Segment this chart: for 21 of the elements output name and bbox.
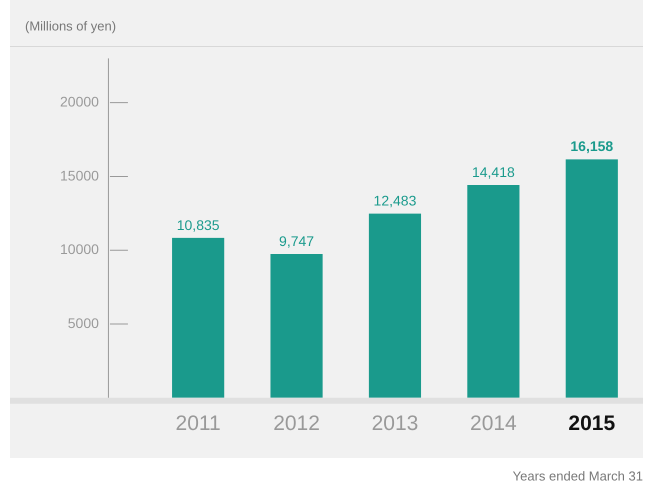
- bar: [566, 159, 618, 398]
- y-tick-label: 10000: [60, 241, 100, 258]
- bar: [467, 185, 520, 398]
- x-tick-label: 2012: [273, 412, 320, 436]
- y-axis-title: (Millions of yen): [25, 18, 116, 34]
- y-tick-label: 5000: [68, 314, 100, 331]
- data-label: 10,835: [176, 216, 220, 233]
- text: Years ended March 31: [512, 468, 643, 484]
- data-label: 12,483: [374, 192, 417, 208]
- x-tick-label: 2015: [568, 412, 616, 436]
- bar: [270, 254, 323, 398]
- y-tick-label: 15000: [60, 167, 100, 184]
- data-label: 9,747: [279, 232, 314, 249]
- x-tick-label: 2013: [372, 412, 418, 436]
- bar: [172, 238, 224, 398]
- data-label: 16,158: [570, 138, 614, 154]
- y-tick-label: 20000: [60, 94, 100, 110]
- x-tick-label: 2011: [176, 412, 221, 436]
- data-label: 14,418: [472, 164, 515, 180]
- bar: [368, 214, 422, 398]
- x-tick-label: 2014: [470, 412, 518, 436]
